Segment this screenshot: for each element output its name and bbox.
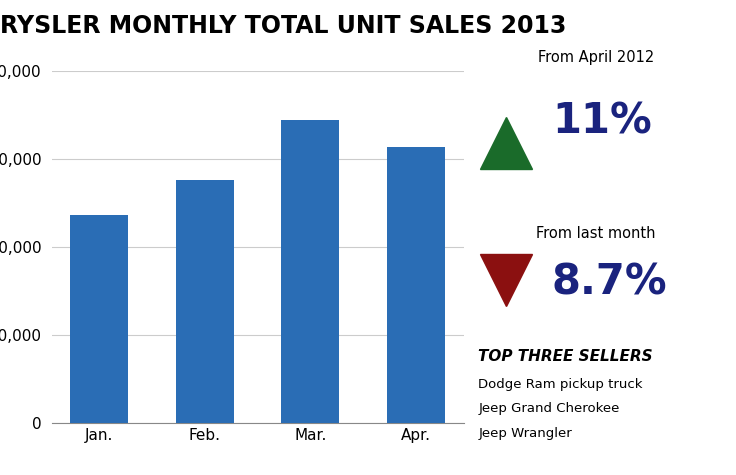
Text: From April 2012: From April 2012 [538,50,654,65]
Text: Dodge Ram pickup truck: Dodge Ram pickup truck [478,378,643,390]
Text: Jeep Wrangler: Jeep Wrangler [478,427,572,440]
Text: 11%: 11% [552,100,652,142]
Text: From last month: From last month [537,226,656,241]
Text: TOP THREE SELLERS: TOP THREE SELLERS [478,349,653,364]
Bar [281,121,339,423]
Bar [387,147,445,423]
Bar [70,215,128,423]
Text: CHRYSLER MONTHLY TOTAL UNIT SALES 2013: CHRYSLER MONTHLY TOTAL UNIT SALES 2013 [0,14,567,38]
Text: 8.7%: 8.7% [552,262,668,304]
Text: Jeep Grand Cherokee: Jeep Grand Cherokee [478,402,620,415]
Bar [176,180,234,423]
